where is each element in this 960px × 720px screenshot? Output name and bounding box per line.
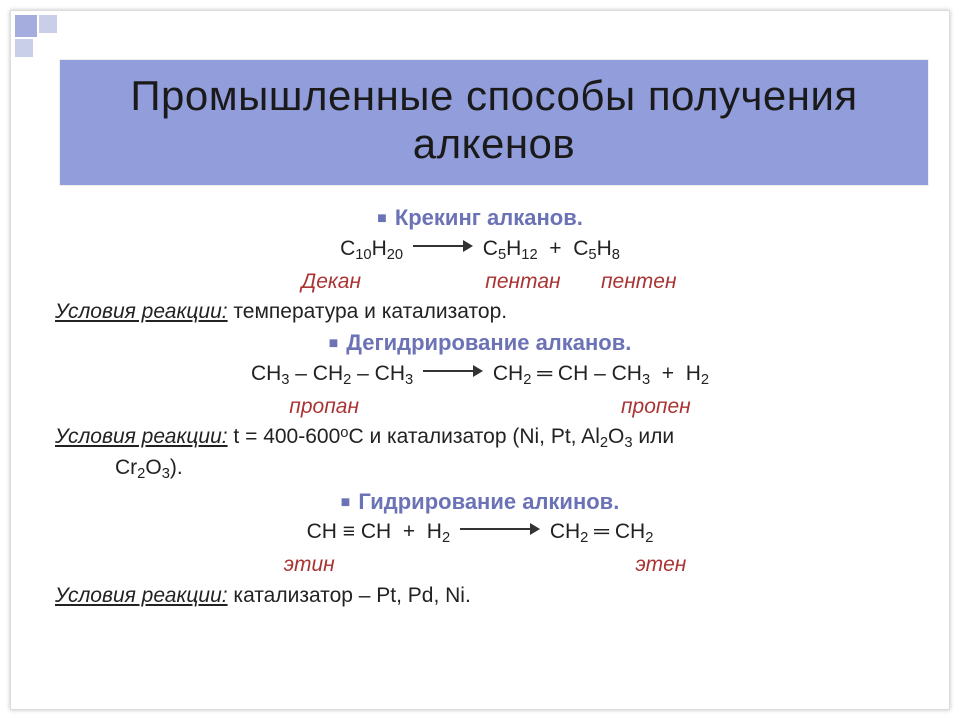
conditions-text: Cr2O3). [115,456,183,479]
formula-product: CH2 ═ CH – CH3 + H2 [493,362,709,385]
section-heading-text: Крекинг алканов. [395,205,583,230]
compound-name: пропан [224,393,424,421]
reaction-conditions: Условия реакции: катализатор – Pt, Pd, N… [41,582,919,610]
ornament-square [39,15,57,33]
conditions-continuation: Cr2O3). [41,454,919,485]
reaction-arrow-icon [460,522,540,536]
ornament-square [15,39,33,57]
bullet-icon: ■ [341,494,351,511]
compound-name: Декан [266,268,396,296]
equation-line: CH3 – CH2 – CH3 CH2 ═ CH – CH3 + H2 [41,360,919,391]
title-block: Промышленные способы получения алкенов [59,59,929,186]
formula-reactant: C10H20 [340,237,403,260]
compound-name: пропен [576,393,736,421]
slide-title: Промышленные способы получения алкенов [80,72,908,169]
bullet-icon: ■ [377,210,387,227]
ornament-square [15,15,37,37]
reaction-conditions: Условия реакции: t = 400-600oC и катализ… [41,423,919,454]
compound-name: этин [239,551,379,579]
reaction-arrow-icon [423,364,483,378]
formula-product: C5H12 + C5H8 [483,237,620,260]
compound-name: пентен [584,268,694,296]
conditions-label: Условия реакции: [55,300,228,323]
formula-product: CH2 ═ CH2 [550,520,654,543]
reaction-arrow-icon [413,239,473,253]
bullet-icon: ■ [329,335,339,352]
reaction-conditions: Условия реакции: температура и катализат… [41,298,919,326]
section-heading-text: Дегидрирование алканов. [346,330,631,355]
compound-names-row: Декан пентан пентен [41,268,919,296]
formula-reactant: CH3 – CH2 – CH3 [251,362,413,385]
section-heading: ■ Дегидрирование алканов. [41,328,919,358]
conditions-label: Условия реакции: [55,584,228,607]
conditions-text: катализатор – Pt, Pd, Ni. [228,584,471,607]
conditions-label: Условия реакции: [55,425,228,448]
section-heading-text: Гидрирование алкинов. [358,489,619,514]
section-heading: ■ Гидрирование алкинов. [41,487,919,517]
slide-content: ■ Крекинг алканов. C10H20 C5H12 + C5H8 Де… [41,201,919,610]
formula-reactant: CH ≡ CH + H2 [307,520,451,543]
conditions-text: t = 400-600oC и катализатор (Ni, Pt, Al2… [228,425,675,448]
compound-names-row: пропан пропен [41,393,919,421]
equation-line: C10H20 C5H12 + C5H8 [41,235,919,266]
compound-name: пентан [468,268,578,296]
conditions-text: температура и катализатор. [228,300,508,323]
equation-line: CH ≡ CH + H2 CH2 ═ CH2 [41,518,919,549]
corner-ornament [11,11,61,61]
compound-names-row: этин этен [41,551,919,579]
slide: Промышленные способы получения алкенов ■… [10,10,950,710]
section-heading: ■ Крекинг алканов. [41,203,919,233]
compound-name: этен [601,551,721,579]
